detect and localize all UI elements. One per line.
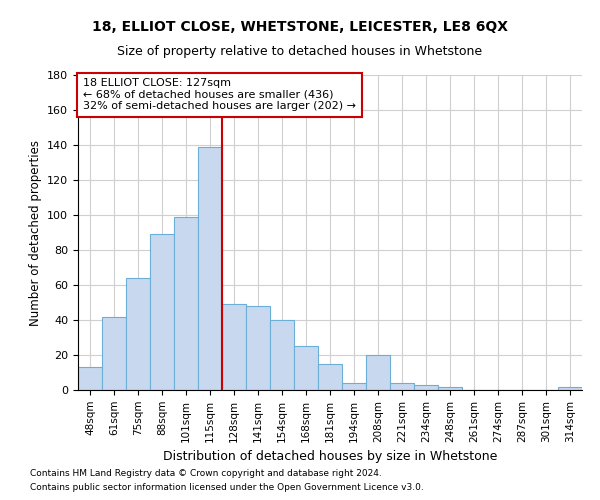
Bar <box>366 355 390 390</box>
Bar <box>558 386 582 390</box>
Bar <box>318 364 342 390</box>
Text: Contains HM Land Registry data © Crown copyright and database right 2024.: Contains HM Land Registry data © Crown c… <box>30 468 382 477</box>
Bar <box>270 320 294 390</box>
Bar <box>222 304 246 390</box>
Bar <box>198 147 222 390</box>
Bar <box>246 306 270 390</box>
Bar <box>438 386 462 390</box>
Bar <box>126 278 150 390</box>
Bar <box>414 385 438 390</box>
Text: Size of property relative to detached houses in Whetstone: Size of property relative to detached ho… <box>118 45 482 58</box>
Text: 18 ELLIOT CLOSE: 127sqm
← 68% of detached houses are smaller (436)
32% of semi-d: 18 ELLIOT CLOSE: 127sqm ← 68% of detache… <box>83 78 356 112</box>
Bar <box>294 346 318 390</box>
Bar <box>78 367 102 390</box>
Text: 18, ELLIOT CLOSE, WHETSTONE, LEICESTER, LE8 6QX: 18, ELLIOT CLOSE, WHETSTONE, LEICESTER, … <box>92 20 508 34</box>
X-axis label: Distribution of detached houses by size in Whetstone: Distribution of detached houses by size … <box>163 450 497 463</box>
Y-axis label: Number of detached properties: Number of detached properties <box>29 140 41 326</box>
Bar <box>390 383 414 390</box>
Bar <box>174 217 198 390</box>
Text: Contains public sector information licensed under the Open Government Licence v3: Contains public sector information licen… <box>30 484 424 492</box>
Bar <box>342 383 366 390</box>
Bar <box>102 316 126 390</box>
Bar <box>150 234 174 390</box>
